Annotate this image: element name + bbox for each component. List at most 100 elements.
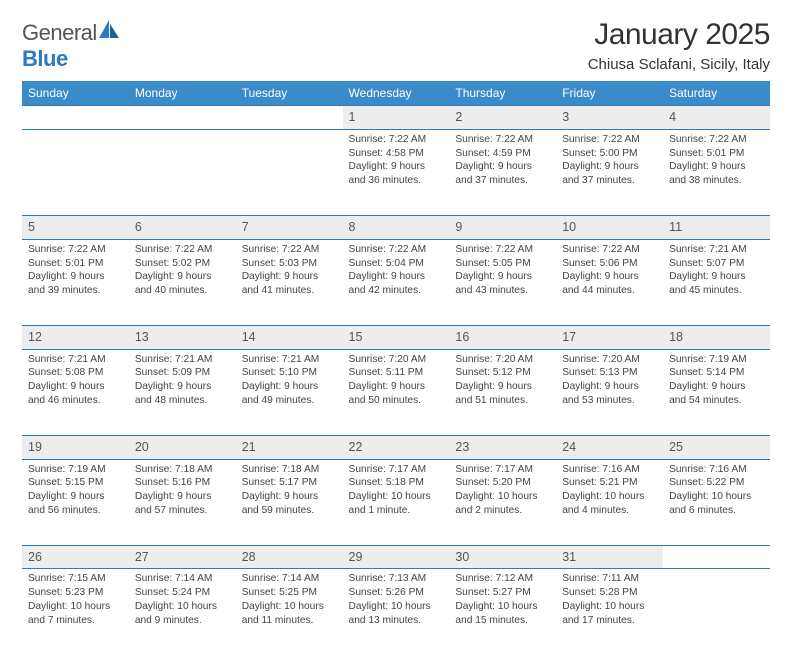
day-detail-line: Sunrise: 7:12 AM — [455, 572, 550, 586]
day-detail-line: Sunset: 5:01 PM — [28, 257, 123, 271]
calendar-body: 12 34Sunrise: 7:22 AMSunset: 4:58 PMDayli… — [22, 106, 770, 655]
day-detail-line: Sunset: 5:22 PM — [669, 476, 764, 490]
day-detail-line: and 6 minutes. — [669, 504, 764, 518]
weekday-header: Sunday — [22, 81, 129, 106]
day-detail-line: Sunset: 5:02 PM — [135, 257, 230, 271]
day-detail-line: Sunrise: 7:21 AM — [242, 353, 337, 367]
day-detail-line: and 15 minutes. — [455, 614, 550, 628]
day-detail-line: Sunset: 4:59 PM — [455, 147, 550, 161]
day-number: 4 — [663, 106, 770, 130]
day-detail-line: Sunset: 5:23 PM — [28, 586, 123, 600]
day-number: 29 — [343, 545, 450, 569]
day-detail-line: Sunset: 5:26 PM — [349, 586, 444, 600]
day-number — [236, 106, 343, 130]
day-cell: Sunrise: 7:19 AMSunset: 5:15 PMDaylight:… — [22, 459, 129, 545]
day-detail-line: Sunrise: 7:21 AM — [28, 353, 123, 367]
day-detail-line: Sunset: 5:14 PM — [669, 366, 764, 380]
day-cell — [236, 129, 343, 215]
day-detail-line: Sunset: 5:12 PM — [455, 366, 550, 380]
day-detail-line: Daylight: 9 hours — [28, 270, 123, 284]
day-number: 7 — [236, 215, 343, 239]
day-detail-line: and 36 minutes. — [349, 174, 444, 188]
day-detail-line: and 9 minutes. — [135, 614, 230, 628]
day-detail-line: Daylight: 9 hours — [135, 490, 230, 504]
day-number: 12 — [22, 325, 129, 349]
day-detail-line: and 11 minutes. — [242, 614, 337, 628]
day-detail-line: Sunrise: 7:22 AM — [669, 133, 764, 147]
day-number — [22, 106, 129, 130]
day-detail-line: Daylight: 9 hours — [242, 490, 337, 504]
day-number: 25 — [663, 435, 770, 459]
day-detail-line: and 2 minutes. — [455, 504, 550, 518]
day-detail-line: Sunrise: 7:16 AM — [562, 463, 657, 477]
day-number: 9 — [449, 215, 556, 239]
day-detail-line: Daylight: 9 hours — [349, 270, 444, 284]
daynum-row: 19202122232425 — [22, 435, 770, 459]
day-detail-line: Sunrise: 7:18 AM — [242, 463, 337, 477]
title-block: January 2025 Chiusa Sclafani, Sicily, It… — [588, 18, 770, 73]
day-cell: Sunrise: 7:17 AMSunset: 5:18 PMDaylight:… — [343, 459, 450, 545]
day-detail-line: and 37 minutes. — [455, 174, 550, 188]
day-number: 13 — [129, 325, 236, 349]
day-detail-line: Sunrise: 7:22 AM — [242, 243, 337, 257]
day-number — [129, 106, 236, 130]
day-detail-line: and 39 minutes. — [28, 284, 123, 298]
day-number: 3 — [556, 106, 663, 130]
day-detail-line: Sunrise: 7:19 AM — [28, 463, 123, 477]
day-detail-line: Sunset: 5:16 PM — [135, 476, 230, 490]
weekday-header: Wednesday — [343, 81, 450, 106]
week-row: Sunrise: 7:21 AMSunset: 5:08 PMDaylight:… — [22, 349, 770, 435]
day-number: 26 — [22, 545, 129, 569]
day-detail-line: Sunset: 5:24 PM — [135, 586, 230, 600]
week-row: Sunrise: 7:22 AMSunset: 4:58 PMDaylight:… — [22, 129, 770, 215]
day-detail-line: Sunrise: 7:22 AM — [455, 243, 550, 257]
day-number: 15 — [343, 325, 450, 349]
day-detail-line: Sunrise: 7:17 AM — [455, 463, 550, 477]
day-number: 28 — [236, 545, 343, 569]
day-detail-line: Daylight: 9 hours — [455, 380, 550, 394]
month-title: January 2025 — [588, 18, 770, 52]
day-detail-line: Sunrise: 7:13 AM — [349, 572, 444, 586]
day-detail-line: and 49 minutes. — [242, 394, 337, 408]
day-cell: Sunrise: 7:18 AMSunset: 5:16 PMDaylight:… — [129, 459, 236, 545]
day-detail-line: Daylight: 9 hours — [562, 270, 657, 284]
day-detail-line: Daylight: 9 hours — [135, 270, 230, 284]
day-detail-line: Sunset: 5:28 PM — [562, 586, 657, 600]
day-detail-line: and 48 minutes. — [135, 394, 230, 408]
day-detail-line: and 40 minutes. — [135, 284, 230, 298]
day-detail-line: Sunset: 5:04 PM — [349, 257, 444, 271]
day-number: 24 — [556, 435, 663, 459]
day-cell: Sunrise: 7:22 AMSunset: 5:02 PMDaylight:… — [129, 239, 236, 325]
day-number — [663, 545, 770, 569]
day-detail-line: Sunrise: 7:22 AM — [135, 243, 230, 257]
day-cell: Sunrise: 7:20 AMSunset: 5:11 PMDaylight:… — [343, 349, 450, 435]
day-detail-line: Sunset: 5:05 PM — [455, 257, 550, 271]
day-cell: Sunrise: 7:20 AMSunset: 5:13 PMDaylight:… — [556, 349, 663, 435]
day-cell: Sunrise: 7:16 AMSunset: 5:21 PMDaylight:… — [556, 459, 663, 545]
day-number: 30 — [449, 545, 556, 569]
day-detail-line: and 56 minutes. — [28, 504, 123, 518]
day-detail-line: Daylight: 10 hours — [562, 490, 657, 504]
day-detail-line: Sunrise: 7:22 AM — [349, 243, 444, 257]
day-detail-line: Sunrise: 7:17 AM — [349, 463, 444, 477]
day-number: 1 — [343, 106, 450, 130]
day-detail-line: Sunset: 5:11 PM — [349, 366, 444, 380]
day-detail-line: Sunrise: 7:22 AM — [28, 243, 123, 257]
weekday-header: Monday — [129, 81, 236, 106]
logo-sail-icon — [97, 18, 121, 40]
day-detail-line: Sunrise: 7:22 AM — [349, 133, 444, 147]
day-number: 20 — [129, 435, 236, 459]
day-detail-line: and 37 minutes. — [562, 174, 657, 188]
day-detail-line: Sunset: 5:08 PM — [28, 366, 123, 380]
day-cell: Sunrise: 7:22 AMSunset: 5:03 PMDaylight:… — [236, 239, 343, 325]
day-detail-line: Daylight: 9 hours — [562, 160, 657, 174]
day-detail-line: and 53 minutes. — [562, 394, 657, 408]
daynum-row: 567891011 — [22, 215, 770, 239]
location: Chiusa Sclafani, Sicily, Italy — [588, 56, 770, 73]
day-cell: Sunrise: 7:19 AMSunset: 5:14 PMDaylight:… — [663, 349, 770, 435]
day-detail-line: Daylight: 9 hours — [242, 380, 337, 394]
day-detail-line: Daylight: 9 hours — [455, 160, 550, 174]
day-detail-line: Sunset: 5:20 PM — [455, 476, 550, 490]
day-detail-line: Sunset: 5:06 PM — [562, 257, 657, 271]
day-detail-line: Sunrise: 7:20 AM — [562, 353, 657, 367]
